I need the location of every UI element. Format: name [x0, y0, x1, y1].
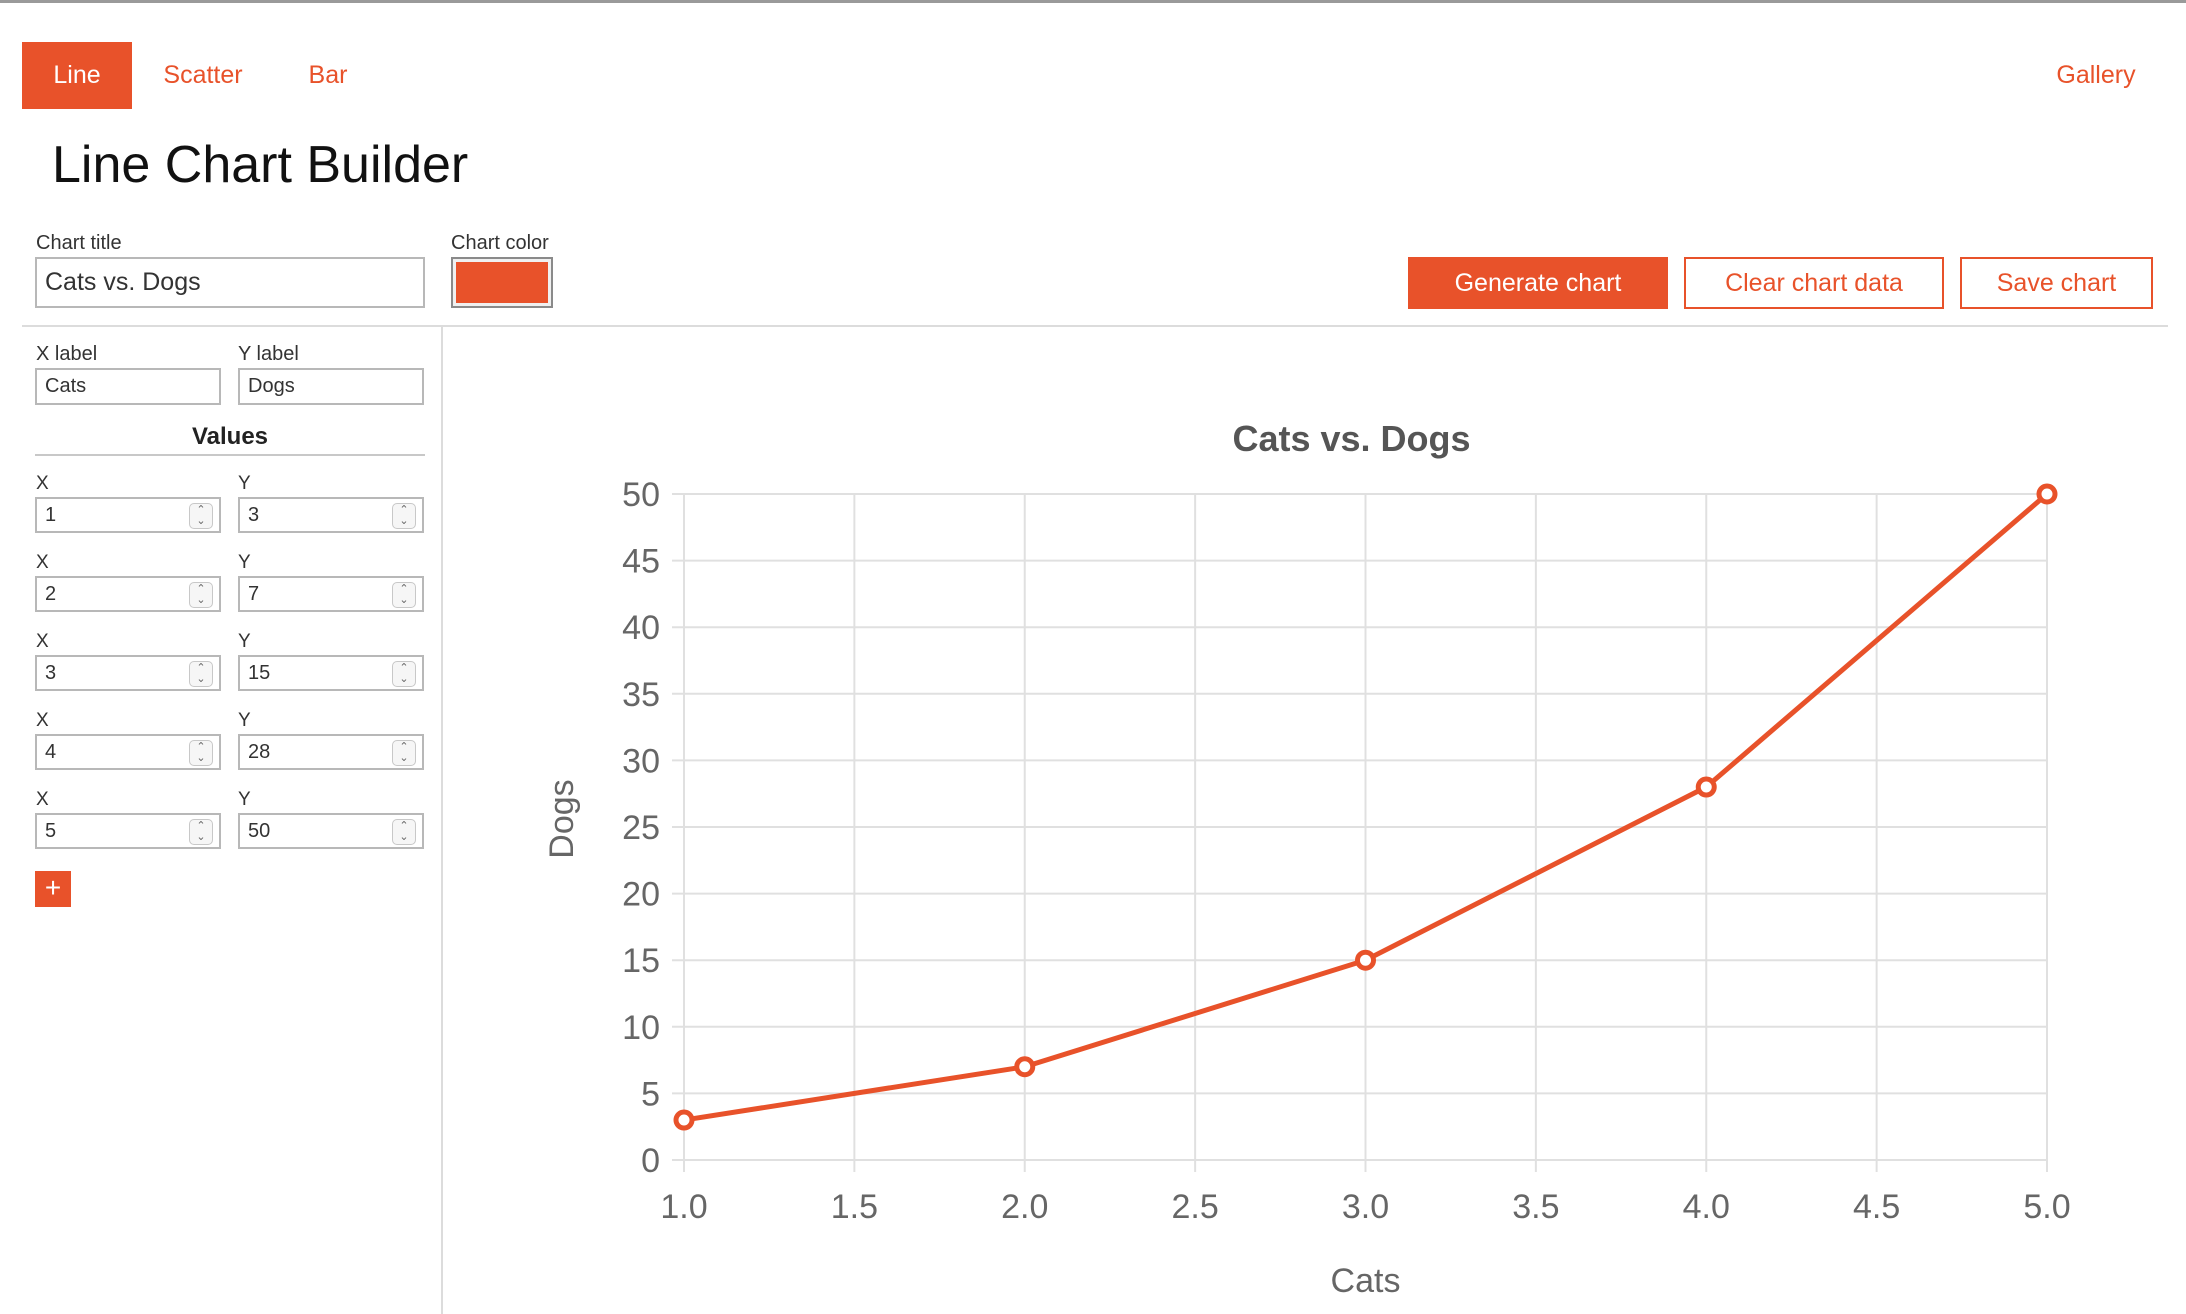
- chart-color-label: Chart color: [451, 232, 549, 254]
- x-value-label: X: [36, 473, 49, 494]
- y-tick-label: 25: [622, 809, 660, 847]
- x-tick-label: 4.5: [1853, 1188, 1900, 1226]
- y-value-label: Y: [238, 473, 251, 494]
- x-tick-label: 1.5: [831, 1188, 878, 1226]
- data-point: [2036, 483, 2058, 505]
- x-value: 4: [45, 741, 57, 763]
- y-tick-label: 40: [622, 609, 660, 647]
- chart-title: Cats vs. Dogs: [1232, 418, 1470, 459]
- y-value: 3: [248, 504, 260, 526]
- chart-color-picker[interactable]: [451, 257, 553, 308]
- data-point: [1014, 1056, 1036, 1078]
- y-value-label: Y: [238, 710, 251, 731]
- y-value-label: Y: [238, 552, 251, 573]
- generate-chart-button[interactable]: Generate chart: [1408, 257, 1668, 309]
- y-axis-label: Dogs: [543, 779, 581, 858]
- stepper-icon[interactable]: ⌃ ⌄: [189, 503, 213, 529]
- sidebar-divider: [441, 327, 443, 1314]
- y-value-label: Y: [238, 789, 251, 810]
- values-heading: Values: [191, 423, 269, 450]
- y-tick-label: 20: [622, 876, 660, 914]
- y-value: 50: [248, 820, 271, 842]
- y-tick-label: 15: [622, 942, 660, 980]
- y-tick-label: 50: [622, 476, 660, 514]
- y-tick-label: 0: [641, 1142, 660, 1180]
- x-value: 3: [45, 662, 57, 684]
- x-value-label: X: [36, 552, 49, 573]
- y-label-input[interactable]: [238, 368, 424, 405]
- x-tick-label: 2.0: [1001, 1188, 1048, 1226]
- y-value-label: Y: [238, 631, 251, 652]
- tab-bar[interactable]: Bar: [308, 61, 348, 89]
- chart-title-input[interactable]: [35, 257, 425, 308]
- y-value: 28: [248, 741, 271, 763]
- tab-scatter[interactable]: Scatter: [163, 61, 243, 89]
- y-tick-label: 5: [641, 1075, 660, 1113]
- x-value-label: X: [36, 789, 49, 810]
- chart-title-label: Chart title: [36, 232, 122, 254]
- x-tick-label: 3.5: [1512, 1188, 1559, 1226]
- x-tick-label: 2.5: [1171, 1188, 1218, 1226]
- data-point: [1695, 776, 1717, 798]
- stepper-icon[interactable]: ⌃ ⌄: [392, 582, 416, 608]
- stepper-icon[interactable]: ⌃ ⌄: [392, 740, 416, 766]
- stepper-icon[interactable]: ⌃ ⌄: [189, 661, 213, 687]
- x-value: 5: [45, 820, 57, 842]
- stepper-icon[interactable]: ⌃ ⌄: [392, 819, 416, 845]
- stepper-icon[interactable]: ⌃ ⌄: [392, 503, 416, 529]
- data-point: [673, 1109, 695, 1131]
- y-tick-label: 10: [622, 1009, 660, 1047]
- x-value-label: X: [36, 710, 49, 731]
- x-value-label: X: [36, 631, 49, 652]
- x-value-input[interactable]: 1 ⌃ ⌄: [35, 497, 221, 533]
- x-tick-label: 1.0: [660, 1188, 707, 1226]
- y-tick-label: 30: [622, 742, 660, 780]
- gallery-link[interactable]: Gallery: [2056, 61, 2136, 89]
- add-value-button[interactable]: +: [35, 871, 71, 907]
- stepper-icon[interactable]: ⌃ ⌄: [392, 661, 416, 687]
- stepper-icon[interactable]: ⌃ ⌄: [189, 740, 213, 766]
- x-value: 1: [45, 504, 57, 526]
- x-label-label: X label: [36, 343, 98, 365]
- y-tick-label: 45: [622, 543, 660, 581]
- x-tick-label: 3.0: [1342, 1188, 1389, 1226]
- x-axis-label: Cats: [1331, 1262, 1401, 1300]
- y-value-input[interactable]: 15 ⌃ ⌄: [238, 655, 424, 691]
- y-value: 15: [248, 662, 271, 684]
- clear-chart-data-button[interactable]: Clear chart data: [1684, 257, 1944, 309]
- x-value: 2: [45, 583, 57, 605]
- x-value-input[interactable]: 5 ⌃ ⌄: [35, 813, 221, 849]
- x-value-input[interactable]: 3 ⌃ ⌄: [35, 655, 221, 691]
- line-chart: 1.0 1.5 2.0 2.5 3.0 3.5 4.0 4.5 5.0 0 5 10 15 20 25 30 3…: [543, 418, 2071, 1300]
- y-value-input[interactable]: 7 ⌃ ⌄: [238, 576, 424, 612]
- y-value-input[interactable]: 3 ⌃ ⌄: [238, 497, 424, 533]
- x-value-input[interactable]: 2 ⌃ ⌄: [35, 576, 221, 612]
- y-label-label: Y label: [238, 343, 299, 365]
- chart-color-fill: [456, 262, 548, 303]
- stepper-icon[interactable]: ⌃ ⌄: [189, 582, 213, 608]
- x-tick-label: 4.0: [1683, 1188, 1730, 1226]
- stepper-icon[interactable]: ⌃ ⌄: [189, 819, 213, 845]
- y-value: 7: [248, 583, 260, 605]
- data-point: [1355, 949, 1376, 971]
- x-tick-label: 5.0: [2023, 1188, 2070, 1226]
- values-rule: [35, 454, 425, 456]
- save-chart-button[interactable]: Save chart: [1960, 257, 2153, 309]
- y-tick-label: 35: [622, 676, 660, 714]
- top-nav: Line Scatter Bar Gallery: [0, 3, 2186, 111]
- divider: [22, 325, 2168, 327]
- x-label-input[interactable]: [35, 368, 221, 405]
- tab-line[interactable]: Line: [22, 42, 132, 109]
- page-title: Line Chart Builder: [52, 136, 469, 194]
- y-value-input[interactable]: 50 ⌃ ⌄: [238, 813, 424, 849]
- y-value-input[interactable]: 28 ⌃ ⌄: [238, 734, 424, 770]
- x-value-input[interactable]: 4 ⌃ ⌄: [35, 734, 221, 770]
